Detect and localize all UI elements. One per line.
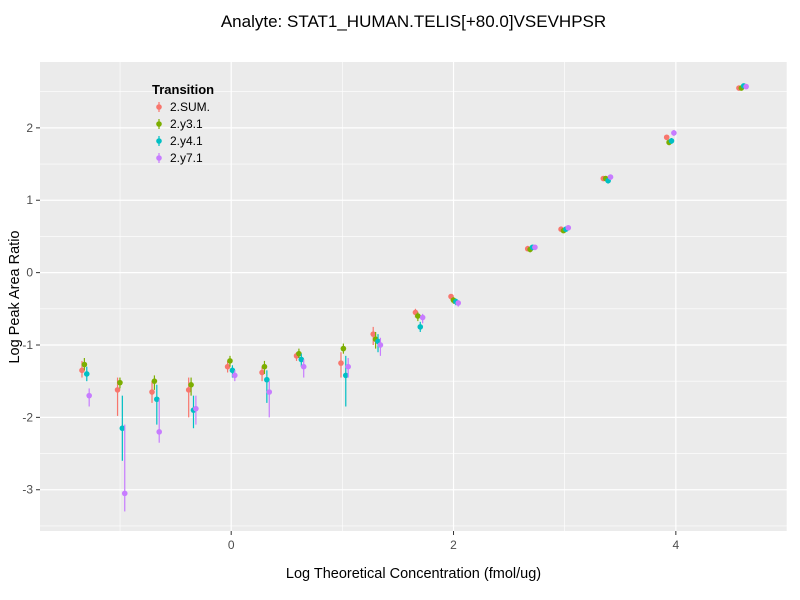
y-axis-label: Log Peak Area Ratio bbox=[7, 230, 23, 364]
data-point bbox=[193, 405, 199, 412]
legend-key-icon bbox=[156, 152, 162, 163]
legend-entry: 2.y3.1 bbox=[152, 115, 214, 132]
data-point bbox=[261, 363, 268, 370]
data-point bbox=[231, 372, 238, 379]
data-point bbox=[370, 331, 377, 337]
y-tick-label: 2 bbox=[26, 121, 33, 135]
data-point bbox=[264, 376, 270, 383]
axis-ticks: 0 2 4 -3 -2 -1 0 1 2 bbox=[22, 121, 679, 552]
series-2.y7.1 bbox=[86, 83, 749, 512]
legend-entry-label: 2.y4.1 bbox=[170, 133, 203, 148]
data-point bbox=[117, 379, 123, 386]
x-axis-label: Log Theoretical Concentration (fmol/ug) bbox=[285, 566, 542, 582]
data-point bbox=[121, 490, 128, 497]
legend-entries: 2.SUM. 2.y3.1 2.y4.1 2.y7.1 bbox=[152, 98, 214, 166]
plot-panel bbox=[40, 62, 787, 531]
data-point bbox=[417, 324, 424, 330]
data-point bbox=[668, 138, 675, 144]
grid-minor bbox=[40, 62, 788, 531]
grid-major bbox=[40, 62, 787, 531]
legend-key-icon bbox=[156, 101, 162, 112]
data-point bbox=[149, 389, 155, 395]
data-point bbox=[342, 372, 349, 379]
legend-entry-label: 2.y3.1 bbox=[170, 116, 203, 131]
data-point bbox=[743, 83, 749, 90]
data-point bbox=[671, 130, 677, 136]
data-point bbox=[415, 313, 421, 319]
data-point bbox=[259, 369, 265, 376]
x-tick-label: 4 bbox=[672, 538, 679, 552]
y-tick-label: -2 bbox=[22, 410, 33, 424]
data-point bbox=[79, 367, 85, 374]
data-point bbox=[663, 134, 670, 141]
data-point bbox=[185, 387, 192, 393]
y-tick-label: 0 bbox=[26, 266, 33, 280]
data-point bbox=[227, 358, 233, 364]
y-tick-label: 1 bbox=[26, 193, 33, 207]
x-tick-label: 0 bbox=[228, 538, 235, 552]
data-point bbox=[338, 360, 344, 366]
data-point bbox=[224, 363, 231, 370]
data-point bbox=[188, 381, 194, 388]
data-point bbox=[156, 429, 163, 435]
data-point bbox=[377, 342, 384, 348]
data-point bbox=[154, 396, 160, 403]
data-point bbox=[81, 361, 88, 368]
legend-title: Transition bbox=[152, 82, 215, 97]
data-point bbox=[455, 300, 462, 306]
data-point bbox=[114, 387, 121, 393]
data-point bbox=[340, 345, 347, 352]
data-point bbox=[86, 392, 92, 399]
chart-title: Analyte: STAT1_HUMAN.TELIS[+80.0]VSEVHPS… bbox=[220, 12, 607, 31]
legend-entry-label: 2.y7.1 bbox=[170, 150, 203, 165]
data-point bbox=[607, 174, 614, 180]
data-point bbox=[300, 363, 307, 370]
series-2.SUM. bbox=[79, 85, 742, 418]
y-tick-label: -1 bbox=[22, 338, 33, 352]
data-point bbox=[419, 314, 426, 321]
legend-key-icon bbox=[156, 118, 162, 129]
legend-key-icon bbox=[156, 135, 162, 146]
data-point bbox=[151, 378, 158, 384]
legend-entry-label: 2.SUM. bbox=[170, 99, 211, 114]
y-tick-label: -3 bbox=[22, 483, 33, 497]
series-2.y4.1 bbox=[83, 83, 747, 461]
data-point bbox=[532, 244, 538, 251]
legend-entry: 2.SUM. bbox=[152, 98, 214, 115]
data-point bbox=[298, 356, 305, 363]
data-point bbox=[266, 389, 273, 395]
data-point bbox=[119, 425, 126, 432]
data-point bbox=[83, 371, 90, 377]
x-tick-label: 2 bbox=[450, 538, 457, 552]
legend-entry: 2.y7.1 bbox=[152, 149, 214, 166]
data-point bbox=[345, 363, 351, 370]
data-point bbox=[296, 350, 302, 357]
data-point bbox=[229, 367, 236, 374]
data-point bbox=[565, 224, 572, 231]
legend-entry: 2.y4.1 bbox=[152, 132, 214, 149]
legend: Transition 2.SUM. 2.y3.1 2.y4.1 2.y7.1 bbox=[152, 82, 214, 166]
